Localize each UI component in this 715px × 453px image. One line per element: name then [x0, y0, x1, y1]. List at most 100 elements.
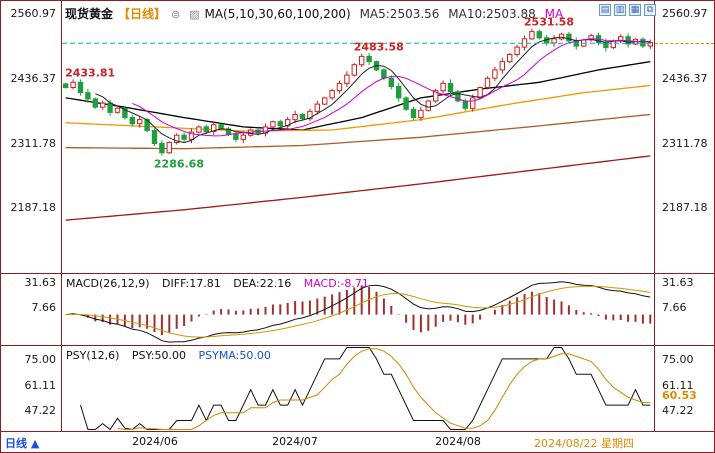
- candle: [470, 97, 476, 109]
- candle: [425, 100, 432, 111]
- candle: [277, 121, 284, 127]
- ma5-value-label: MA5:2503.56: [359, 7, 440, 21]
- psy-timeaxis-divider: [1, 431, 714, 432]
- candle: [137, 119, 143, 125]
- left-price-axis: 2560.97 2436.37 2311.78 2187.18 31.63 7.66 75.…: [1, 1, 60, 431]
- candle: [484, 77, 491, 88]
- candle: [492, 69, 498, 79]
- period-up-arrow-icon: ▲: [30, 437, 40, 450]
- price-annotation: 2286.68: [154, 158, 204, 171]
- layout-toolbar: ▤ ▥ ▦ ⧉: [599, 4, 656, 16]
- candle: [85, 92, 91, 100]
- right-price-axis: 60.53 2560.97 2436.37 2311.78 2187.18 31.63 7…: [655, 1, 714, 431]
- candle: [359, 55, 365, 66]
- period-selector-label: 日线: [5, 437, 27, 450]
- axis-tick: 61.11: [24, 379, 57, 392]
- ma-line-MA10: [132, 38, 651, 137]
- psyma-line: [117, 348, 651, 430]
- candle: [529, 31, 535, 40]
- axis-tick: 75.00: [24, 353, 57, 366]
- candle: [551, 38, 557, 44]
- candle: [218, 124, 224, 130]
- axis-tick: 7.66: [31, 301, 57, 314]
- axis-tick: 31.63: [24, 276, 57, 289]
- candle: [63, 83, 69, 89]
- candle: [166, 141, 172, 154]
- candle: [159, 143, 165, 154]
- axis-tick: 31.63: [662, 276, 694, 289]
- candle: [344, 74, 350, 84]
- axis-tick: 2311.78: [10, 137, 57, 150]
- candle: [499, 61, 506, 71]
- layout-single-icon[interactable]: ▤: [599, 4, 611, 16]
- macd-diff-value: DIFF:17.81: [162, 277, 221, 290]
- candle: [174, 134, 180, 143]
- psy-line: [80, 347, 651, 431]
- price-annotation: 2531.58: [524, 16, 574, 29]
- candle: [188, 131, 195, 140]
- layout-grid-icon[interactable]: ▦: [629, 4, 641, 16]
- macd-psy-divider: [1, 345, 714, 346]
- candle: [507, 53, 513, 63]
- psy-canvas[interactable]: [62, 346, 654, 431]
- candle: [233, 133, 239, 140]
- psy-current-value: 60.53: [662, 389, 697, 402]
- ma10-value-label: MA10:2503.88: [448, 7, 536, 21]
- indicator-icon[interactable]: ▨: [189, 8, 200, 21]
- period-selector[interactable]: 日线 ▲: [5, 435, 39, 451]
- candle: [151, 130, 158, 144]
- psy-params-label[interactable]: PSY(12,6): [66, 349, 120, 362]
- candle: [640, 38, 646, 47]
- candle: [351, 64, 358, 76]
- candle: [100, 102, 106, 108]
- candle: [329, 90, 335, 99]
- candle: [203, 126, 210, 133]
- candle: [447, 82, 454, 93]
- candle: [558, 33, 565, 40]
- settings-icon[interactable]: ⊜: [171, 8, 181, 21]
- candle: [314, 103, 321, 112]
- layout-split-icon[interactable]: ▥: [614, 4, 626, 16]
- candle: [240, 134, 247, 140]
- ma-line-MA5: [95, 36, 651, 144]
- candle: [477, 87, 483, 99]
- chart-header: 现货黄金 【日线】 ⊜ ▨ MA(5,10,30,60,100,200) MA5:25…: [65, 5, 568, 22]
- candle: [292, 114, 298, 121]
- date-tick: 2024/08: [435, 435, 481, 448]
- instrument-title: 现货黄金: [65, 7, 114, 21]
- main-macd-divider: [1, 273, 714, 274]
- candle: [647, 41, 653, 47]
- price-annotation: 2483.58: [354, 41, 404, 54]
- candle: [211, 124, 217, 133]
- candle: [307, 110, 313, 120]
- macd-canvas[interactable]: [62, 274, 654, 345]
- candle: [336, 82, 343, 92]
- ma-more-label: MA: [544, 7, 564, 21]
- diff-line: [65, 281, 651, 343]
- candle: [388, 77, 395, 87]
- candle: [514, 46, 520, 55]
- macd-label-row: MACD(26,12,9) DIFF:17.81 DEA:22.16 MACD:…: [66, 277, 378, 290]
- candle: [410, 108, 417, 119]
- ma-line-MA60: [65, 84, 651, 132]
- candle: [366, 55, 372, 63]
- axis-tick: 61.11: [662, 379, 694, 392]
- main-candlestick-canvas[interactable]: 2433.81 2286.68 2483.58 2531.58: [62, 1, 654, 273]
- period-tag[interactable]: 【日线】: [118, 7, 167, 21]
- right-axis-divider: [654, 1, 655, 452]
- current-price-marker: [655, 43, 714, 44]
- axis-tick: 2560.97: [662, 7, 708, 20]
- layout-windows-icon[interactable]: ⧉: [644, 4, 656, 16]
- macd-params-label[interactable]: MACD(26,12,9): [66, 277, 150, 290]
- axis-tick: 2560.97: [10, 7, 57, 20]
- candle: [270, 121, 276, 128]
- left-axis-divider: [61, 1, 62, 452]
- candle: [181, 134, 187, 140]
- psy-value: PSY:50.00: [131, 349, 186, 362]
- date-tick: 2024/06: [132, 435, 178, 448]
- candle: [107, 102, 113, 113]
- axis-tick: 2436.37: [10, 72, 57, 85]
- axis-tick: 2187.18: [662, 201, 708, 214]
- candle: [536, 31, 543, 39]
